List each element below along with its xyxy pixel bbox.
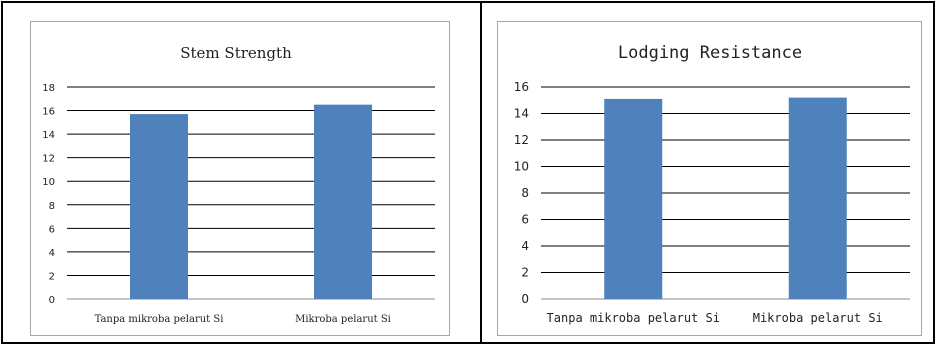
bar-0 <box>604 98 663 299</box>
y-tick-label: 10 <box>514 160 529 174</box>
y-tick-label: 8 <box>521 186 529 200</box>
y-tick-label: 14 <box>514 107 529 121</box>
lodging-resistance-chart: Lodging Resistance 0 2 4 6 8 10 12 14 16 Tanpa mik… <box>497 21 922 336</box>
y-tick-label: 18 <box>42 83 55 94</box>
y-tick-label: 6 <box>521 213 529 227</box>
lodging-resistance-svg: Lodging Resistance 0 2 4 6 8 10 12 14 16 Tanpa mik… <box>514 43 910 325</box>
bar-1 <box>314 104 372 300</box>
bar-0 <box>130 114 188 299</box>
chart-title: Lodging Resistance <box>618 43 802 63</box>
x-category-label: Tanpa mikroba pelarut Si <box>547 311 720 325</box>
y-tick-label: 12 <box>42 154 55 165</box>
y-tick-label: 4 <box>521 239 529 253</box>
stem-strength-chart: Stem Strength 0 2 4 6 8 10 12 14 16 18 Tanpa mikrob… <box>30 21 450 336</box>
y-tick-label: 8 <box>49 201 55 212</box>
y-tick-label: 0 <box>521 292 529 306</box>
y-tick-label: 10 <box>42 177 55 188</box>
chart-title: Stem Strength <box>180 44 292 62</box>
y-tick-label: 14 <box>42 130 55 141</box>
y-tick-label: 16 <box>42 107 55 118</box>
bar-1 <box>788 97 847 299</box>
y-tick-label: 2 <box>521 266 529 280</box>
x-category-label: Mikroba pelarut Si <box>295 314 391 325</box>
y-tick-label: 16 <box>514 80 529 94</box>
x-category-label: Mikroba pelarut Si <box>753 311 883 325</box>
stem-strength-svg: Stem Strength 0 2 4 6 8 10 12 14 16 18 Tanpa mikrob… <box>42 44 435 325</box>
y-tick-label: 12 <box>514 133 529 147</box>
y-tick-label: 4 <box>49 248 55 259</box>
panel-divider <box>480 1 482 344</box>
y-tick-label: 6 <box>49 224 55 235</box>
x-category-label: Tanpa mikroba pelarut Si <box>95 314 224 325</box>
y-tick-label: 0 <box>49 295 55 306</box>
y-tick-label: 2 <box>49 271 55 282</box>
